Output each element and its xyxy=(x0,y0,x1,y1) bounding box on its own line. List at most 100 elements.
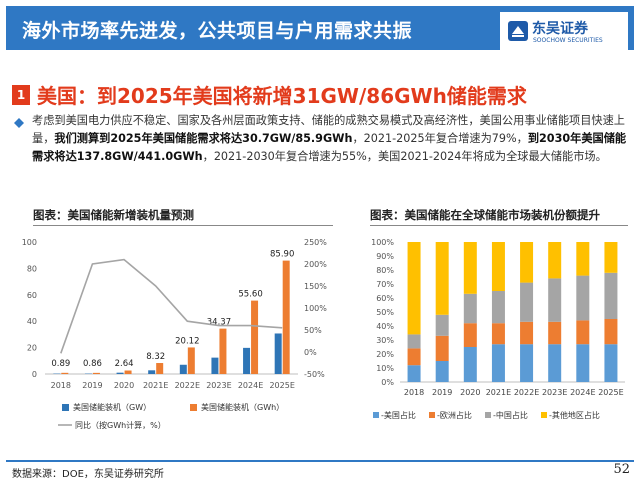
legend-swatch xyxy=(429,412,435,418)
stack-segment xyxy=(463,293,477,324)
y-tick-label: 30% xyxy=(376,336,394,345)
bar-gw xyxy=(179,364,187,374)
diamond-bullet-icon xyxy=(14,118,24,128)
x-tick-label: 2023E xyxy=(206,381,231,390)
stack-segment xyxy=(548,321,562,345)
stack-segment xyxy=(435,361,449,382)
section-number: 1 xyxy=(12,85,30,105)
data-label: 85.90 xyxy=(270,250,294,260)
x-tick-label: 2022E xyxy=(175,381,200,390)
x-tick-label: 2018 xyxy=(404,388,424,397)
bar-gwh xyxy=(156,363,164,374)
legend-swatch xyxy=(541,412,547,418)
logo-text: 东吴证券 xyxy=(532,21,588,37)
y-tick-label: 50% xyxy=(376,308,394,317)
x-tick-label: 2019 xyxy=(432,388,452,397)
legend-swatch-gwh xyxy=(190,404,197,411)
logo-subtext: SOOCHOW SECURITIES xyxy=(533,37,603,44)
stack-segment xyxy=(491,344,505,382)
bar-gwh xyxy=(92,372,100,374)
legend-label-yoy: 同比（按GWh计算，%） xyxy=(75,420,166,430)
stack-segment xyxy=(435,242,449,315)
data-label: 2.64 xyxy=(115,359,134,369)
bar-gw xyxy=(116,372,124,374)
y2-tick-label: -50% xyxy=(304,370,325,379)
stack-segment xyxy=(604,344,618,382)
y-tick-label: 60% xyxy=(376,294,394,303)
y-tick-label: 40 xyxy=(27,317,37,326)
stack-segment xyxy=(520,321,534,345)
stack-segment xyxy=(576,320,590,345)
stack-segment xyxy=(604,319,618,345)
y2-tick-label: 200% xyxy=(304,260,327,269)
y2-tick-label: 0% xyxy=(304,348,317,357)
y-tick-label: 80% xyxy=(376,266,394,275)
x-tick-label: 2021E xyxy=(143,381,168,390)
para-text-1: 考虑到美国电力供应不稳定、国家及各州层面政策支持、储能的成熟交易模式及高经济性，… xyxy=(32,114,625,145)
y-tick-label: 60 xyxy=(27,291,37,300)
y-tick-label: 80 xyxy=(27,264,37,273)
legend-label: -其他地区占比 xyxy=(549,410,600,420)
legend-label: -中国占比 xyxy=(493,410,528,420)
x-tick-label: 2021E xyxy=(486,388,511,397)
y-tick-label: 20% xyxy=(376,350,394,359)
us-storage-forecast-chart: 0 20 40 60 80 100 -50% 0% 50% 100% 150% 200% 250% 0.8… xyxy=(22,238,328,430)
legend-label: -美国占比 xyxy=(381,410,416,420)
bar-gw xyxy=(243,347,251,374)
data-source: 数据来源：DOE，东吴证券研究所 xyxy=(12,469,164,480)
stack-segment xyxy=(463,242,477,294)
stack-segment xyxy=(604,272,618,319)
summary-paragraph: 考虑到美国电力供应不稳定、国家及各州层面政策支持、储能的成熟交易模式及高经济性，… xyxy=(32,112,630,166)
stack-segment xyxy=(548,278,562,322)
page-number: 52 xyxy=(613,462,630,477)
para-text-3: ，2021-2030年复合增速为55%，美国2021-2024年将成为全球最大储… xyxy=(202,150,607,163)
y-tick-label: 90% xyxy=(376,252,394,261)
bar-gwh xyxy=(282,260,290,374)
left-chart-title-rule xyxy=(33,225,333,226)
stack-segment xyxy=(491,242,505,291)
data-label: 34.37 xyxy=(207,318,231,328)
stack-segment xyxy=(407,348,421,366)
data-label: 0.86 xyxy=(83,359,102,369)
stack-segment xyxy=(407,365,421,382)
stack-segment xyxy=(548,242,562,279)
x-tick-label: 2025E xyxy=(598,388,623,397)
stack-segment xyxy=(576,242,590,276)
header-bar: 海外市场率先进发，公共项目与户用需求共振 东吴证券 SOOCHOW SECURI… xyxy=(6,6,634,52)
x-tick-label: 2020 xyxy=(460,388,480,397)
bar-gw xyxy=(148,370,156,374)
page-title: 海外市场率先进发，公共项目与户用需求共振 xyxy=(22,20,413,42)
legend-swatch xyxy=(373,412,379,418)
y2-tick-label: 100% xyxy=(304,304,327,313)
right-chart-title-rule xyxy=(370,225,628,226)
stack-segment xyxy=(576,344,590,382)
stack-segment xyxy=(520,344,534,382)
bar-gwh xyxy=(251,300,259,374)
yoy-line xyxy=(60,258,283,354)
para-bold-1: 我们测算到2025年美国储能需求将达30.7GW/85.9GWh xyxy=(54,132,353,145)
logo: 东吴证券 SOOCHOW SECURITIES xyxy=(500,12,628,52)
stack-segment xyxy=(435,335,449,361)
data-label: 20.12 xyxy=(175,336,199,346)
y2-tick-label: 150% xyxy=(304,282,327,291)
stack-segment xyxy=(463,323,477,347)
stack-segment xyxy=(576,275,590,321)
stack-segment xyxy=(407,242,421,335)
legend-swatch xyxy=(485,412,491,418)
stack-segment xyxy=(407,334,421,349)
y-tick-label: 100% xyxy=(371,238,394,247)
stack-segment xyxy=(491,323,505,345)
bar-gwh xyxy=(219,328,227,374)
stack-segment xyxy=(604,242,618,273)
x-tick-label: 2019 xyxy=(82,381,102,390)
bar-gw xyxy=(274,333,282,374)
para-text-2: ，2021-2025年复合增速为79%， xyxy=(352,132,528,145)
stack-segment xyxy=(491,291,505,324)
legend-label-gw: 美国储能装机（GW） xyxy=(73,402,151,412)
stack-segment xyxy=(548,344,562,382)
y-tick-label: 40% xyxy=(376,322,394,331)
bar-gw xyxy=(211,357,219,374)
para-bold-2: 到2030年美国储能需求将达137.8GW/441.0GWh xyxy=(32,132,627,163)
y2-tick-label: 250% xyxy=(304,238,327,247)
bar-gwh xyxy=(124,370,132,374)
